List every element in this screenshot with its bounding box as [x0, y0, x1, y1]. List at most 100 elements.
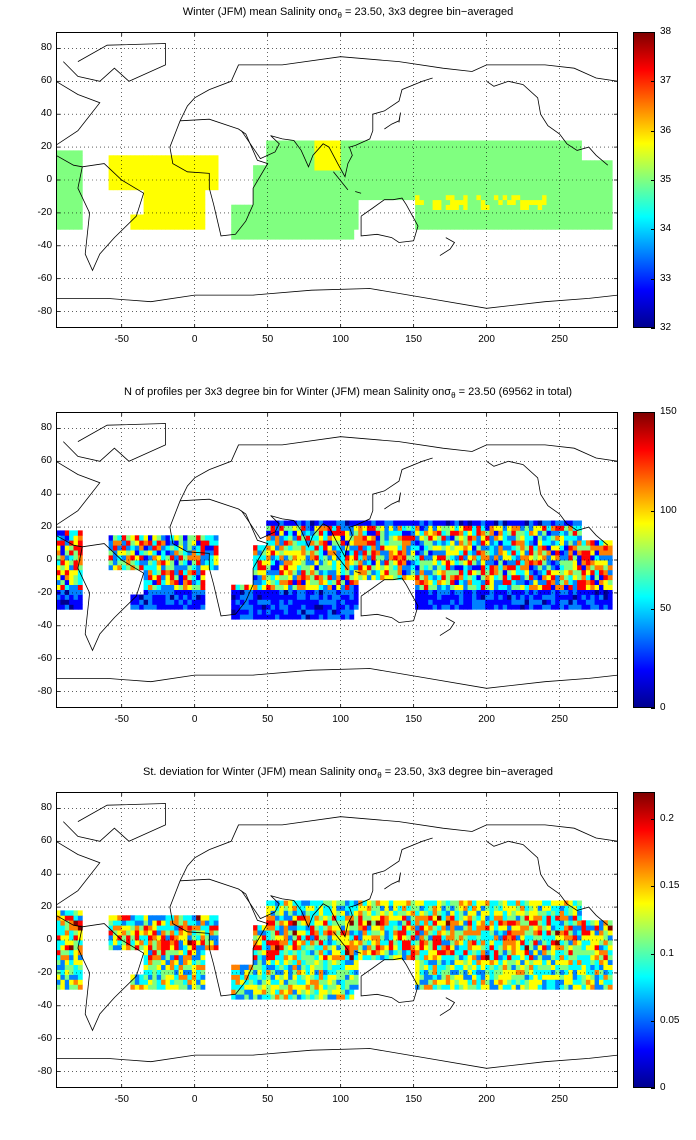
- bin-cell: [585, 209, 591, 215]
- bin-cell: [165, 584, 171, 590]
- bin-cell: [191, 944, 197, 951]
- bin-cell: [156, 160, 162, 166]
- bin-cell: [266, 920, 271, 926]
- bin-cell: [423, 214, 429, 220]
- bin-cell: [375, 165, 381, 171]
- bin-cell: [178, 184, 184, 191]
- bin-cell: [318, 194, 324, 201]
- bin-cell: [388, 949, 394, 956]
- bin-cell: [445, 579, 451, 585]
- bin-cell: [261, 170, 267, 176]
- bin-cell: [529, 140, 534, 146]
- bin-cell: [366, 189, 372, 196]
- bin-cell: [353, 184, 359, 191]
- bin-cell: [213, 155, 219, 161]
- bin-cell: [349, 959, 355, 965]
- bin-cell: [314, 930, 320, 936]
- bin-cell: [239, 219, 245, 225]
- bin-cell: [261, 979, 267, 985]
- bin-cell: [599, 540, 604, 546]
- bin-cell: [581, 555, 587, 561]
- bin-cell: [550, 189, 556, 196]
- bin-cell: [542, 540, 547, 546]
- bin-cell: [165, 984, 171, 990]
- bin-cell: [388, 535, 394, 541]
- bin-cell: [266, 940, 271, 946]
- bin-cell: [77, 540, 83, 546]
- bin-cell: [270, 175, 276, 181]
- bin-cell: [183, 925, 188, 931]
- bin-cell: [502, 150, 508, 156]
- bin-cell: [270, 525, 276, 531]
- bin-cell: [310, 234, 315, 240]
- bin-cell: [432, 170, 438, 176]
- bin-cell: [485, 604, 490, 610]
- bin-cell: [279, 564, 285, 571]
- bin-cell: [301, 584, 306, 590]
- bin-cell: [603, 589, 609, 595]
- bin-cell: [134, 984, 140, 990]
- bin-cell: [537, 520, 543, 526]
- colorbar-tick-mark: [651, 278, 655, 280]
- bin-cell: [270, 994, 276, 1000]
- bin-cell: [607, 540, 613, 546]
- bin-cell: [288, 520, 293, 526]
- bin-cell: [463, 145, 469, 151]
- bin-cell: [266, 984, 271, 990]
- bin-cell: [244, 994, 250, 1000]
- bin-cell: [305, 209, 311, 215]
- bin-cell: [270, 574, 276, 581]
- bin-cell: [345, 155, 350, 161]
- bin-cell: [331, 989, 337, 995]
- bin-cell: [165, 170, 171, 176]
- bin-cell: [529, 555, 534, 561]
- bin-cell: [454, 184, 460, 191]
- x-tick-label: -50: [114, 714, 129, 725]
- bin-cell: [196, 199, 201, 205]
- bin-cell: [283, 614, 289, 620]
- bin-cell: [292, 984, 298, 990]
- bin-cell: [108, 160, 114, 166]
- bin-cell: [402, 180, 407, 186]
- bin-cell: [388, 925, 394, 931]
- bin-cell: [406, 550, 412, 556]
- bin-cell: [559, 170, 565, 176]
- bin-cell: [183, 964, 188, 970]
- bin-cell: [599, 180, 604, 186]
- bin-cell: [437, 540, 442, 546]
- bin-cell: [327, 614, 333, 620]
- bin-cell: [388, 150, 394, 156]
- bin-cell: [60, 569, 66, 576]
- bin-cell: [472, 530, 477, 536]
- bin-cell: [397, 189, 403, 196]
- bin-cell: [64, 150, 70, 156]
- bin-cell: [362, 935, 368, 941]
- bin-cell: [279, 555, 285, 561]
- bin-cell: [152, 219, 158, 225]
- bin-cell: [244, 224, 250, 230]
- bin-cell: [437, 224, 442, 230]
- bin-cell: [410, 930, 416, 936]
- bin-cell: [134, 944, 140, 951]
- bin-cell: [336, 165, 342, 171]
- bin-cell: [520, 520, 525, 526]
- bin-cell: [467, 180, 473, 186]
- bin-cell: [529, 574, 534, 581]
- bin-cell: [235, 979, 241, 985]
- bin-cell: [402, 194, 407, 201]
- bin-cell: [191, 555, 197, 561]
- bin-cell: [555, 180, 560, 186]
- bin-cell: [270, 584, 276, 590]
- bin-cell: [143, 540, 149, 546]
- bin-cell: [261, 589, 267, 595]
- bin-cell: [515, 150, 521, 156]
- bin-cell: [257, 545, 263, 551]
- bin-cell: [148, 189, 153, 196]
- bin-cell: [169, 555, 175, 561]
- bin-cell: [169, 594, 175, 600]
- bin-cell: [388, 530, 394, 536]
- bin-cell: [493, 599, 499, 605]
- bin-cell: [502, 584, 508, 590]
- bin-cell: [73, 219, 79, 225]
- bin-cell: [550, 520, 556, 526]
